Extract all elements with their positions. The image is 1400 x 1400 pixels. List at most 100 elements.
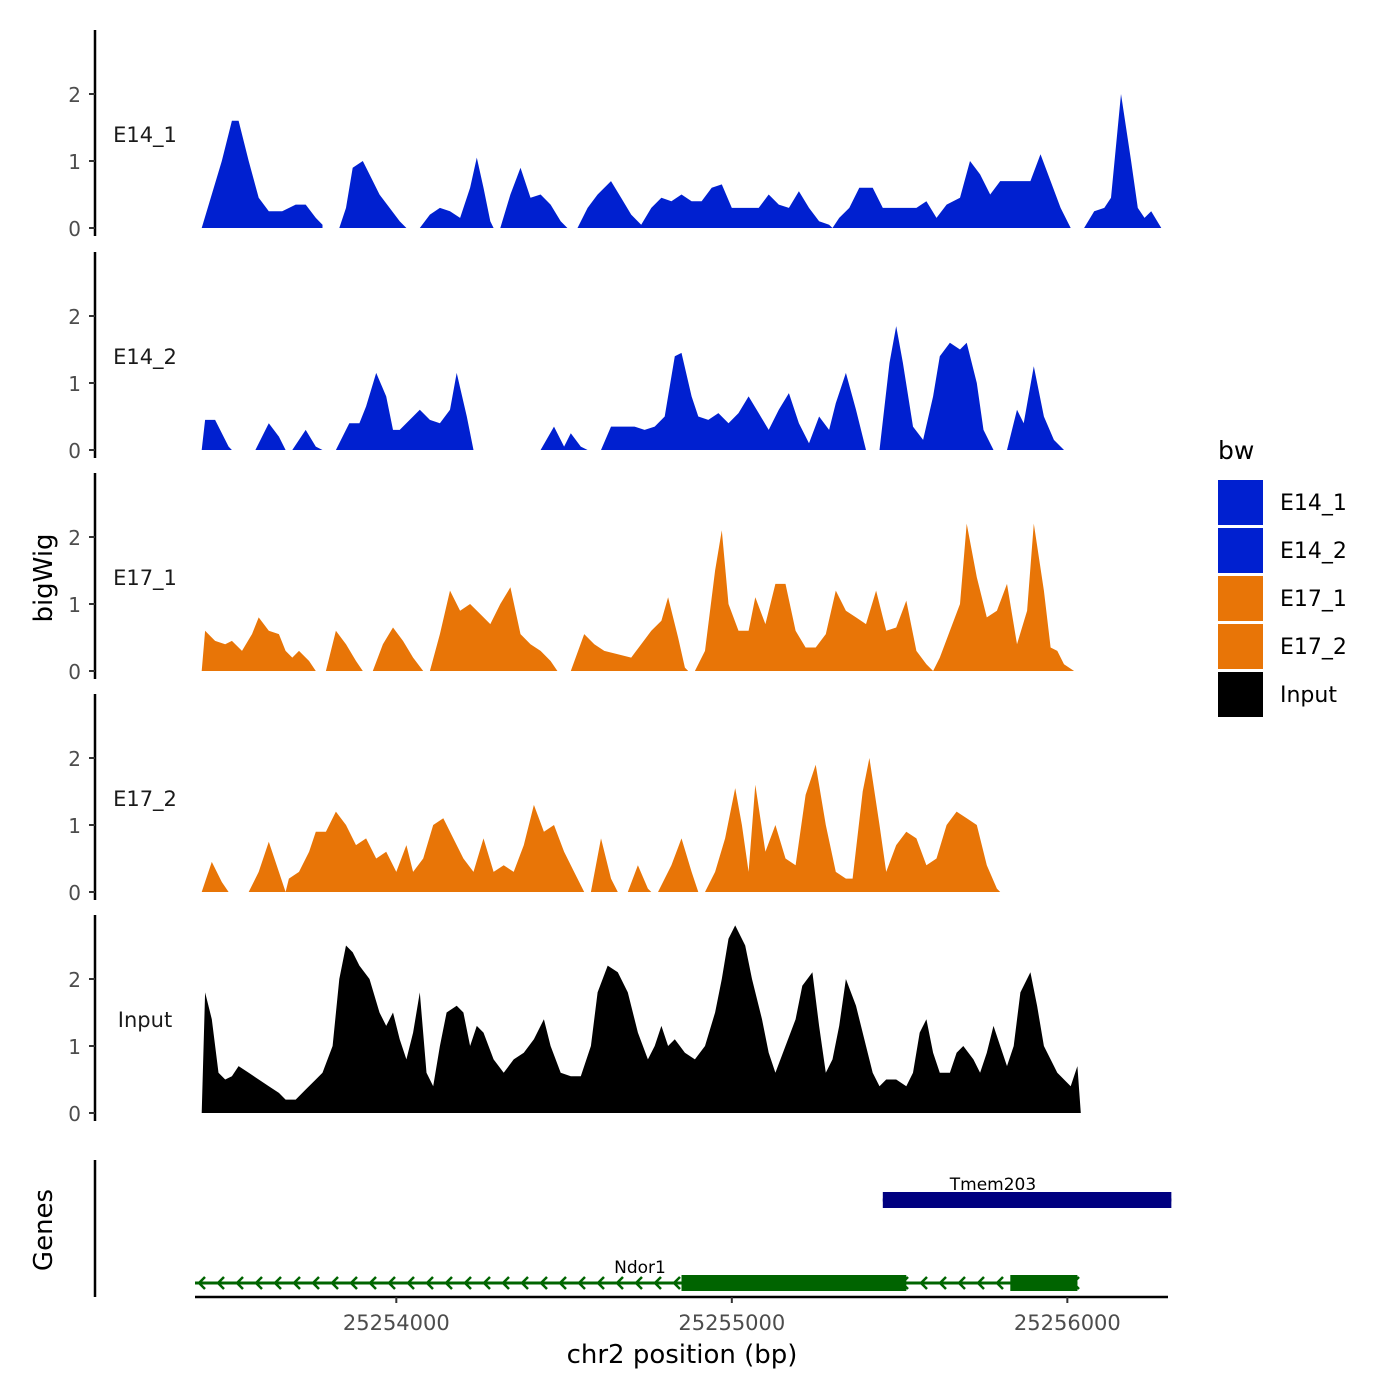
strand-arrow <box>349 1276 358 1290</box>
x-tick-label: 25256000 <box>1014 1311 1121 1335</box>
track-label: E17_1 <box>113 566 177 591</box>
y-tick-label: 2 <box>68 968 81 992</box>
track-area <box>201 120 323 228</box>
y-tick-label: 2 <box>68 305 81 329</box>
x-tick-label: 25254000 <box>343 1311 450 1335</box>
strand-arrow <box>197 1276 206 1290</box>
y-tick-label: 0 <box>68 439 81 463</box>
x-axis-title: chr2 position (bp) <box>567 1340 798 1370</box>
legend-swatch <box>1218 624 1263 669</box>
track-area <box>429 587 558 671</box>
strand-arrow <box>995 1276 1004 1290</box>
axis-layer: 0 1 2 0 1 2 0 1 2 0 1 2 0 1 2 25254000 25255000 25256000 <box>68 30 1168 1335</box>
track-area <box>201 861 229 892</box>
strand-arrow <box>368 1276 377 1290</box>
track-e17-2 <box>201 758 1001 892</box>
strand-arrow <box>387 1276 396 1290</box>
strand-arrow <box>273 1276 282 1290</box>
gene-exon <box>882 1192 1172 1208</box>
track-area <box>500 167 568 228</box>
legend-label: E17_1 <box>1280 587 1347 612</box>
y-tick-label: 1 <box>68 150 81 174</box>
strand-arrow <box>558 1276 567 1290</box>
legend-swatch <box>1218 528 1263 573</box>
strand-arrow <box>425 1276 434 1290</box>
track-area <box>248 804 585 892</box>
x-tick-label: 25255000 <box>678 1311 785 1335</box>
track-area <box>419 157 494 228</box>
legend-label: E17_2 <box>1280 635 1347 660</box>
track-area <box>601 352 866 450</box>
legend-layer: E14_1 E14_2 E17_1 E17_2 Input <box>1218 480 1347 717</box>
gene-label: Tmem203 <box>949 1175 1036 1195</box>
y-tick-label: 0 <box>68 217 81 241</box>
y-tick-label: 2 <box>68 83 81 107</box>
track-area <box>627 865 652 892</box>
legend-item-e17-1: E17_1 <box>1218 576 1347 621</box>
track-label: Input <box>118 1008 172 1032</box>
track-area <box>590 838 618 892</box>
strand-arrow <box>539 1276 548 1290</box>
track-area <box>570 597 689 671</box>
track-area <box>372 627 424 671</box>
strand-arrow <box>653 1276 662 1290</box>
track-area <box>1084 94 1162 228</box>
track-label: E14_2 <box>113 345 177 370</box>
strand-arrow <box>976 1276 985 1290</box>
track-e14-1 <box>201 94 1162 228</box>
strand-arrow <box>216 1276 225 1290</box>
y-tick-label: 0 <box>68 1102 81 1126</box>
strand-arrow <box>235 1276 244 1290</box>
track-area <box>201 617 316 671</box>
strand-arrow <box>520 1276 529 1290</box>
gene-exon <box>681 1275 907 1291</box>
strand-arrow <box>919 1276 928 1290</box>
strand-arrow <box>501 1276 510 1290</box>
legend-swatch <box>1218 576 1263 621</box>
track-area <box>540 426 588 450</box>
track-area <box>292 429 323 450</box>
track-label: E17_2 <box>113 787 177 812</box>
y-tick-label: 2 <box>68 526 81 550</box>
legend-label: E14_2 <box>1280 539 1347 564</box>
legend-item-e14-1: E14_1 <box>1218 480 1347 525</box>
legend-label: E14_1 <box>1280 491 1347 516</box>
strand-arrow <box>577 1276 586 1290</box>
strand-arrow <box>444 1276 453 1290</box>
legend-item-e14-2: E14_2 <box>1218 528 1347 573</box>
strand-arrow <box>463 1276 472 1290</box>
strand-arrow <box>615 1276 624 1290</box>
track-area <box>658 838 699 892</box>
track-e14-2 <box>201 326 1064 450</box>
legend-item-input: Input <box>1218 672 1337 717</box>
track-area <box>255 423 286 450</box>
y-tick-label: 1 <box>68 814 81 838</box>
track-area <box>339 161 407 228</box>
track-area <box>201 925 1081 1113</box>
track-area <box>705 758 1001 892</box>
strand-arrow <box>634 1276 643 1290</box>
gene-exon <box>1010 1275 1078 1291</box>
legend-title: bw <box>1218 436 1254 465</box>
track-area <box>325 630 363 671</box>
gene-tmem203: Tmem203 <box>882 1175 1172 1208</box>
y-tick-label: 0 <box>68 881 81 905</box>
strand-arrow <box>672 1276 681 1290</box>
track-area <box>577 154 1071 228</box>
legend-swatch <box>1218 672 1263 717</box>
strand-arrow <box>596 1276 605 1290</box>
track-area <box>1007 366 1064 450</box>
y-tick-label: 1 <box>68 1035 81 1059</box>
track-input <box>201 925 1081 1113</box>
track-area <box>201 419 232 450</box>
legend-swatch <box>1218 480 1263 525</box>
strand-arrow <box>330 1276 339 1290</box>
strand-arrow <box>311 1276 320 1290</box>
y-tick-label: 1 <box>68 372 81 396</box>
strand-arrow <box>938 1276 947 1290</box>
y-tick-label: 2 <box>68 747 81 771</box>
strand-arrow <box>406 1276 415 1290</box>
genes-layer: Tmem203 Ndor1 <box>195 1175 1172 1291</box>
legend-label: Input <box>1280 683 1337 708</box>
